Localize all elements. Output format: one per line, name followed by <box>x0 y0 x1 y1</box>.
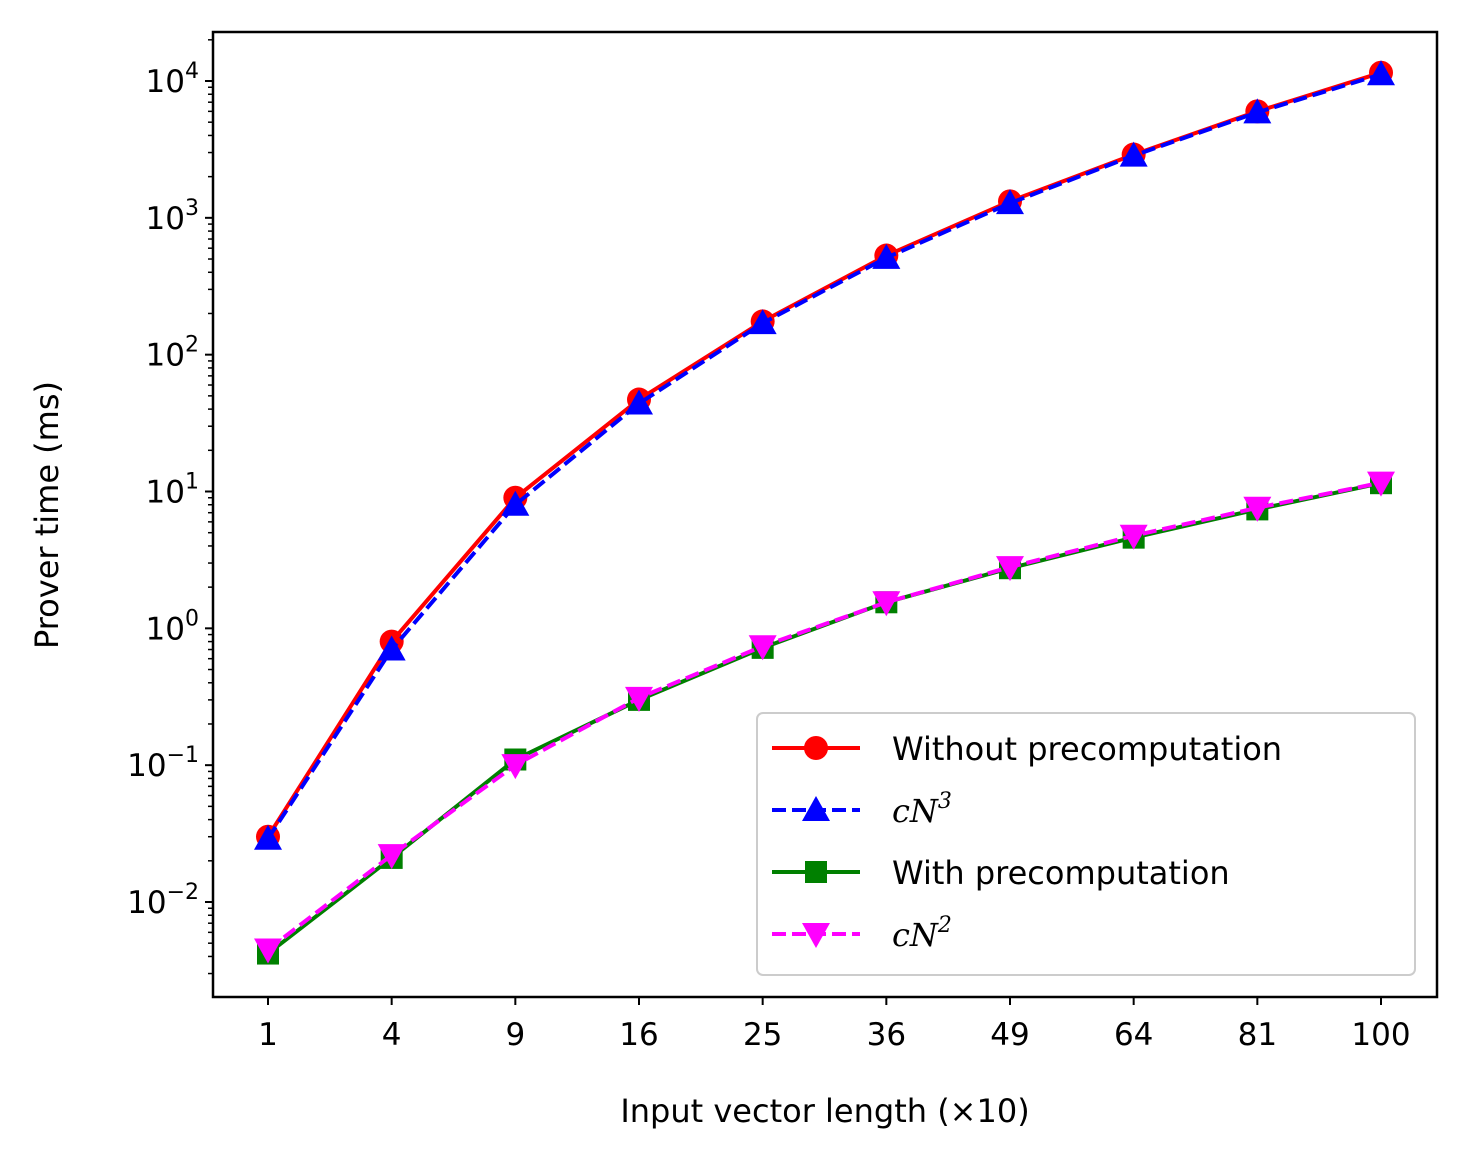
x-tick-label: 36 <box>867 1017 906 1053</box>
y-tick-label: 101 <box>146 470 199 511</box>
legend-entry: cN2 <box>772 913 952 954</box>
data-point <box>1243 496 1272 522</box>
x-axis-label: Input vector length (×10) <box>620 1092 1029 1130</box>
x-tick-label: 25 <box>743 1017 782 1053</box>
data-point <box>748 635 777 661</box>
axes-layer: 1 4 9 16 25 36 49 64 81 10010−210−110010110210310… <box>127 30 1439 1053</box>
series-1 <box>254 60 1395 850</box>
x-tick-label: 49 <box>990 1017 1029 1053</box>
legend-marker <box>805 861 827 883</box>
series-line-1 <box>266 72 1382 840</box>
x-tick-label: 1 <box>258 1017 278 1053</box>
x-tick-label: 81 <box>1238 1017 1277 1053</box>
data-point <box>996 189 1024 215</box>
legend: Without precomputation cN3 With precomputa… <box>756 712 1416 976</box>
y-tick-label: 10−1 <box>127 743 199 784</box>
data-point <box>1119 141 1148 167</box>
legend-marker <box>802 923 830 948</box>
x-tick-label: 16 <box>619 1017 658 1053</box>
data-point <box>625 686 653 712</box>
x-tick-label: 4 <box>382 1017 402 1053</box>
legend-entry: cN3 <box>772 789 952 830</box>
legend-label: cN2 <box>892 913 952 954</box>
data-point <box>501 490 530 516</box>
data-point <box>1243 98 1272 124</box>
data-point <box>1119 524 1148 550</box>
series-line-3 <box>266 480 1382 952</box>
data-point <box>872 243 901 269</box>
legend-label: With precomputation <box>892 854 1230 892</box>
legend-label: Without precomputation <box>892 730 1282 768</box>
axes-frame <box>211 30 1439 999</box>
data-point <box>501 754 530 780</box>
data-point <box>1367 471 1395 497</box>
legend-entry: Without precomputation <box>772 730 1282 768</box>
data-point <box>1367 60 1395 86</box>
x-tick-label: 100 <box>1351 1017 1410 1053</box>
y-tick-label: 10−2 <box>127 880 199 921</box>
series-line-0 <box>266 70 1382 838</box>
legend-marker <box>802 796 830 821</box>
legend-box <box>756 712 1416 976</box>
x-tick-label: 9 <box>505 1017 525 1053</box>
series-layer <box>254 60 1395 965</box>
data-point <box>254 824 282 850</box>
data-point <box>625 389 653 415</box>
data-point <box>377 844 406 870</box>
data-point <box>996 556 1024 582</box>
legend-label: cN3 <box>892 789 952 830</box>
y-tick-label: 100 <box>146 606 199 647</box>
data-point <box>254 938 282 964</box>
data-point <box>377 635 406 661</box>
series-3 <box>254 471 1395 964</box>
y-tick-label: 103 <box>146 196 199 237</box>
legend-marker <box>804 736 828 760</box>
y-tick-label: 102 <box>146 333 199 374</box>
data-point <box>872 591 901 617</box>
x-tick-label: 64 <box>1114 1017 1153 1053</box>
y-axis-label: Prover time (ms) <box>28 381 66 649</box>
legend-entry: With precomputation <box>772 854 1230 892</box>
y-tick-label: 104 <box>146 59 199 100</box>
data-point <box>748 309 777 335</box>
